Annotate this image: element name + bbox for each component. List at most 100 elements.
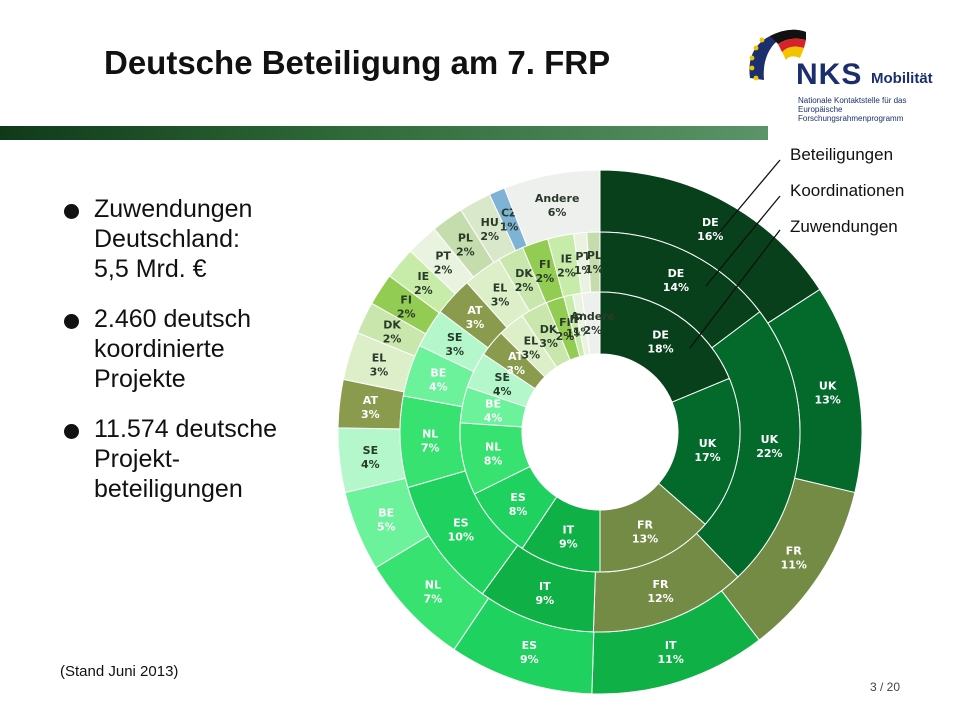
slice-label-outer-nl: NL [425, 578, 441, 591]
bullet-item: 11.574 deutsche Projekt- beteiligungen [62, 414, 342, 504]
slice-value-middle-es: 10% [448, 531, 474, 544]
slice-value-outer-andere: 6% [548, 206, 567, 219]
slice-label-outer-uk: UK [819, 380, 837, 393]
slice-value-middle-be: 4% [429, 380, 448, 393]
bullet-line: 5,5 Mrd. € [94, 255, 207, 283]
slice-label-inner-it: IT [563, 523, 575, 536]
slice-label-outer-es: ES [522, 639, 538, 652]
slice-value-inner-el: 3% [522, 349, 541, 362]
slice-label-outer-ie: IE [417, 270, 429, 283]
footnote: (Stand Juni 2013) [60, 663, 179, 680]
slice-value-middle-fi: 2% [535, 272, 554, 285]
bullet-line: 2.460 deutsch [94, 305, 252, 333]
header-divider-bar [0, 126, 768, 140]
slice-label-middle-at: AT [467, 304, 483, 317]
slice-value-inner-se: 4% [493, 385, 512, 398]
slice-inner-andere [581, 291, 601, 356]
slice-value-outer-hu: 2% [480, 230, 499, 243]
slice-value-outer-de: 16% [697, 230, 723, 243]
slice-value-inner-be: 4% [484, 412, 503, 425]
page-title: Deutsche Beteiligung am 7. FRP [104, 44, 611, 81]
legend-leader-zuwendungen [689, 229, 781, 349]
slice-label-middle-se: SE [447, 331, 462, 344]
slice-label-outer-de: DE [702, 216, 719, 229]
legend-label-zuwendungen: Zuwendungen [790, 217, 898, 236]
logo-emblem-icon [749, 29, 806, 81]
slice-value-inner-andere: 2% [584, 324, 603, 337]
page-number: 3 / 20 [870, 680, 901, 694]
bullet-line: Zuwendungen [94, 195, 253, 223]
slice-label-inner-el: EL [524, 335, 539, 348]
slice-value-inner-dk: 3% [539, 337, 558, 350]
nks-logo: NKS Mobilität Nationale Kontaktstelle fü… [740, 18, 950, 123]
bullet-item: 2.460 deutsch koordinierte Projekte [62, 304, 342, 394]
slice-label-outer-pt: PT [435, 249, 451, 262]
chart-legend: Beteiligungen Koordinationen Zuwendungen [689, 145, 904, 349]
slice-label-inner-andere: Andere [571, 310, 616, 323]
slice-value-inner-uk: 17% [694, 451, 720, 464]
slice-value-inner-de: 18% [647, 342, 673, 355]
slice-value-outer-ie: 2% [414, 284, 433, 297]
logo-name: NKS [796, 58, 863, 91]
slice-label-inner-uk: UK [699, 437, 717, 450]
slice-label-outer-fi: FI [400, 293, 412, 306]
bullet-line: beteiligungen [94, 475, 243, 503]
slice-label-inner-fi: FI [559, 316, 571, 329]
slice-label-middle-de: DE [668, 267, 685, 280]
slice-value-outer-it: 11% [658, 653, 684, 666]
legend-leader-beteiligungen [717, 159, 781, 235]
slice-value-middle-se: 3% [445, 345, 464, 358]
slice-label-middle-el: EL [493, 281, 508, 294]
slice-label-middle-ie: IE [561, 252, 573, 265]
slice-value-middle-uk: 22% [756, 447, 782, 460]
slice-label-outer-it: IT [665, 639, 677, 652]
slice-value-middle-el: 3% [491, 295, 510, 308]
slice-value-outer-at: 3% [361, 408, 380, 421]
bullet-line: koordinierte [94, 335, 225, 363]
slice-value-middle-it: 9% [535, 594, 554, 607]
slice-label-middle-uk: UK [761, 433, 779, 446]
slice-value-inner-at: 3% [506, 364, 525, 377]
slice-label-outer-pl: PL [458, 231, 473, 244]
slice-label-middle-nl: NL [422, 427, 438, 440]
slice-value-inner-nl: 8% [484, 454, 503, 467]
slice-value-middle-nl: 7% [421, 441, 440, 454]
slice-value-outer-dk: 2% [383, 332, 402, 345]
slice-label-outer-dk: DK [383, 318, 401, 331]
slice-label-inner-be: BE [485, 398, 501, 411]
slice-value-outer-es: 9% [520, 653, 539, 666]
slice-value-inner-fr: 13% [632, 532, 658, 545]
legend-leader-koordinationen [705, 195, 781, 287]
slice-label-outer-be: BE [378, 507, 394, 520]
chart-rings: DE16%UK13%FR11%IT11%ES9%NL7%BE5%SE4%AT3%… [337, 169, 863, 695]
slice-value-inner-fi: 2% [556, 330, 575, 343]
slice-value-outer-se: 4% [361, 458, 380, 471]
logo-subtitle-line: Nationale Kontaktstelle für das [798, 96, 907, 105]
slice-label-middle-pl: PL [587, 249, 602, 262]
slice-label-outer-fr: FR [786, 545, 803, 558]
slice-value-middle-pl: 1% [585, 263, 604, 276]
slice-label-outer-se: SE [363, 444, 378, 457]
bullet-line: Projekt- [94, 445, 181, 473]
slice-value-outer-be: 5% [377, 521, 396, 534]
slice-value-inner-es: 8% [509, 505, 528, 518]
logo-subtitle-line: Europäische Forschungsrahmenprogramm [798, 105, 904, 123]
slice-label-inner-at: AT [508, 350, 524, 363]
bullet-item: Zuwendungen Deutschland: 5,5 Mrd. € [62, 194, 342, 284]
slice-value-outer-nl: 7% [424, 592, 443, 605]
slice-label-inner-de: DE [652, 328, 669, 341]
slice-value-outer-uk: 13% [814, 394, 840, 407]
logo-name-suffix: Mobilität [871, 70, 933, 87]
slice-label-middle-fr: FR [652, 578, 669, 591]
slice-value-middle-at: 3% [466, 318, 485, 331]
legend-label-beteiligungen: Beteiligungen [790, 145, 893, 164]
slice-value-outer-pt: 2% [434, 263, 453, 276]
slice-value-outer-pl: 2% [456, 245, 475, 258]
legend-label-koordinationen: Koordinationen [790, 181, 904, 200]
slice-value-middle-fr: 12% [647, 592, 673, 605]
slice-label-middle-pt: PT [575, 250, 591, 263]
slice-label-inner-ie: IE [569, 313, 581, 326]
slice-value-middle-pt: 1% [574, 264, 593, 277]
slice-value-inner-it: 9% [559, 537, 578, 550]
